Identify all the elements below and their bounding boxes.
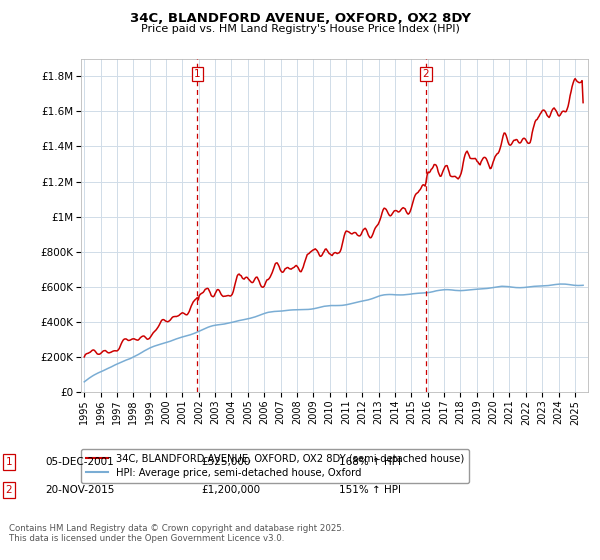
Text: 2: 2: [422, 69, 429, 79]
Text: 168% ↑ HPI: 168% ↑ HPI: [339, 457, 401, 467]
Text: 151% ↑ HPI: 151% ↑ HPI: [339, 485, 401, 495]
Text: 20-NOV-2015: 20-NOV-2015: [45, 485, 115, 495]
Text: 05-DEC-2001: 05-DEC-2001: [45, 457, 114, 467]
Legend: 34C, BLANDFORD AVENUE, OXFORD, OX2 8DY (semi-detached house), HPI: Average price: 34C, BLANDFORD AVENUE, OXFORD, OX2 8DY (…: [81, 449, 469, 483]
Text: £1,200,000: £1,200,000: [201, 485, 260, 495]
Text: Contains HM Land Registry data © Crown copyright and database right 2025.
This d: Contains HM Land Registry data © Crown c…: [9, 524, 344, 543]
Text: £525,000: £525,000: [201, 457, 250, 467]
Text: 34C, BLANDFORD AVENUE, OXFORD, OX2 8DY: 34C, BLANDFORD AVENUE, OXFORD, OX2 8DY: [130, 12, 470, 25]
Text: Price paid vs. HM Land Registry's House Price Index (HPI): Price paid vs. HM Land Registry's House …: [140, 24, 460, 34]
Text: 1: 1: [194, 69, 201, 79]
Text: 1: 1: [5, 457, 13, 467]
Text: 2: 2: [5, 485, 13, 495]
